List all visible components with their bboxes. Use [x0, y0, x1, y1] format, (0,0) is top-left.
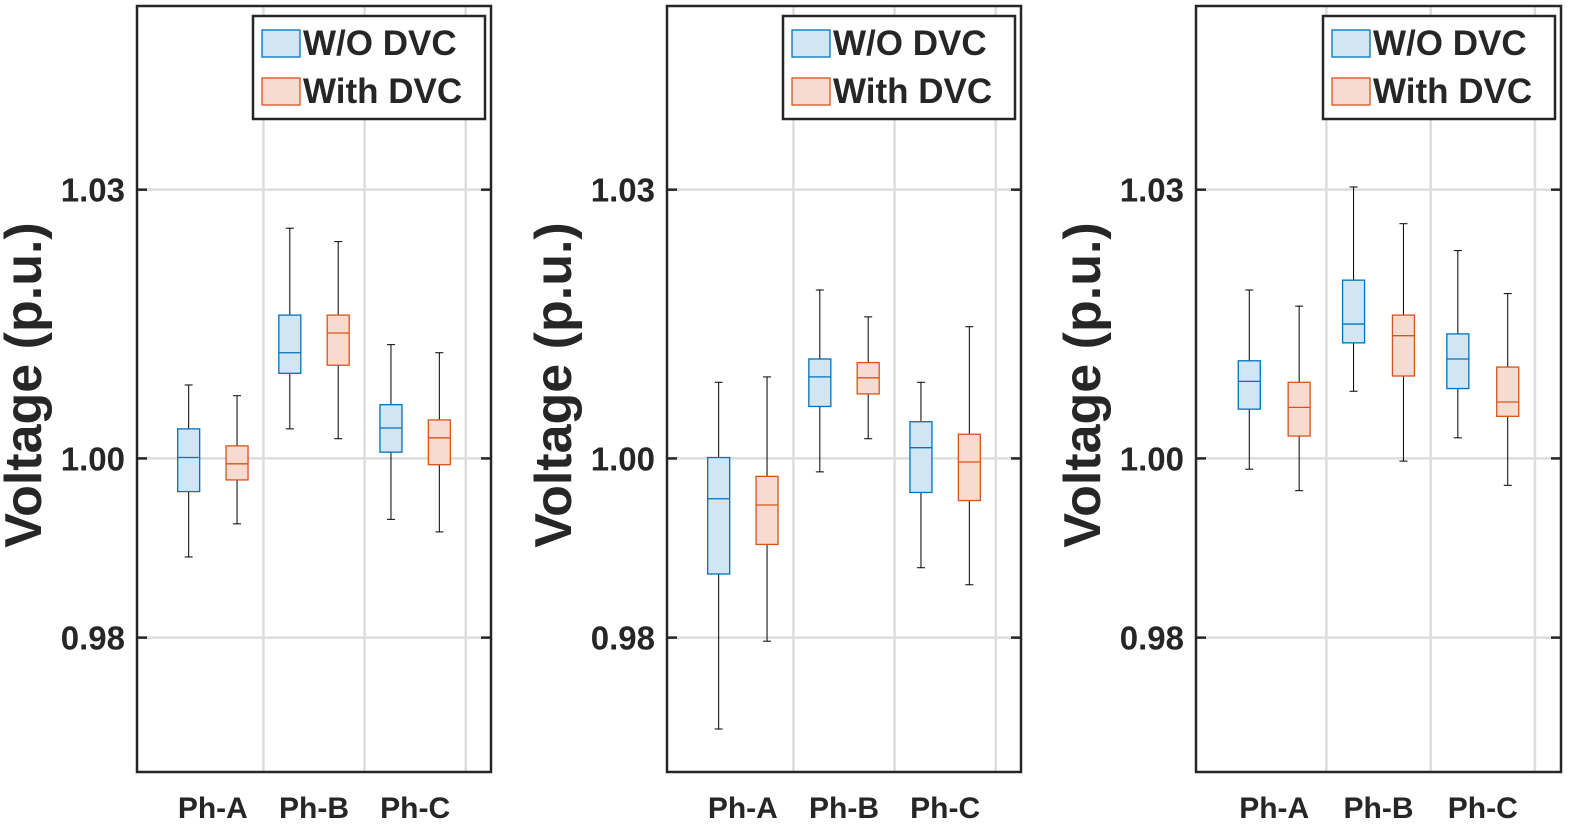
- iqr-box: [1496, 366, 1520, 417]
- box-w-o-dvcph-b: [278, 227, 302, 430]
- box-with-dvcph-a: [755, 376, 779, 642]
- chart-panel-1: 0.98 1.00 1.03 Ph-A Ph-B Ph-C Voltage (p.u.) W/…: [0, 4, 493, 825]
- x-tick-label: Ph-C: [1448, 792, 1518, 825]
- iqr-box: [909, 421, 933, 494]
- box-w-o-dvcph-c: [379, 344, 403, 520]
- iqr-box: [1287, 381, 1311, 437]
- x-tick-label: Ph-C: [380, 792, 450, 825]
- chart-panel-2: 0.98 1.00 1.03 Ph-A Ph-B Ph-C Voltage (p.u.) W/…: [525, 4, 1023, 825]
- box-with-dvcph-b: [326, 241, 350, 440]
- box-with-dvcph-c: [427, 352, 451, 533]
- legend-entry-label: W/O DVC: [303, 24, 457, 63]
- legend: W/O DVC With DVC: [781, 14, 1017, 121]
- x-tick-label: Ph-C: [910, 792, 980, 825]
- y-axis-label: Voltage (p.u.): [1054, 222, 1112, 547]
- axes-frame: [1194, 4, 1563, 774]
- y-tick-label: 1.03: [61, 172, 125, 209]
- x-tick-label: Ph-A: [178, 792, 248, 825]
- iqr-box: [1446, 333, 1470, 390]
- iqr-box: [957, 433, 981, 502]
- legend-swatch: [1331, 77, 1371, 106]
- legend: W/O DVC With DVC: [251, 14, 487, 121]
- iqr-box: [755, 475, 779, 546]
- box-with-dvcph-a: [1287, 305, 1311, 492]
- box-w-o-dvcph-a: [707, 381, 731, 730]
- box-w-o-dvcph-a: [1237, 289, 1261, 470]
- y-tick-label: 1.03: [1120, 172, 1184, 209]
- y-tick-label: 1.00: [1120, 440, 1184, 477]
- iqr-box: [1341, 279, 1366, 344]
- box-with-dvcph-c: [957, 326, 981, 586]
- legend-entry-label: With DVC: [833, 72, 992, 111]
- iqr-box: [808, 358, 832, 408]
- iqr-box: [177, 428, 201, 493]
- legend-swatch: [1331, 29, 1371, 58]
- box-w-o-dvcph-c: [1446, 250, 1470, 439]
- x-tick-label: Ph-B: [809, 792, 879, 825]
- x-tick-label: Ph-B: [279, 792, 349, 825]
- box-w-o-dvcph-a: [177, 384, 201, 558]
- iqr-box: [1237, 360, 1261, 410]
- y-axis-label: Voltage (p.u.): [525, 222, 583, 547]
- box-with-dvcph-b: [1391, 223, 1416, 462]
- y-tick-label: 1.03: [591, 172, 655, 209]
- box-with-dvcph-a: [225, 395, 249, 525]
- y-tick-label: 0.98: [591, 620, 655, 657]
- box-with-dvcph-c: [1496, 293, 1520, 486]
- y-tick-label: 1.00: [61, 440, 125, 477]
- box-with-dvcph-b: [856, 316, 880, 440]
- legend-entry-label: W/O DVC: [833, 24, 987, 63]
- y-tick-label: 1.00: [591, 440, 655, 477]
- x-tick-label: Ph-A: [708, 792, 778, 825]
- y-tick-label: 0.98: [1120, 620, 1184, 657]
- box-w-o-dvcph-b: [1341, 186, 1366, 392]
- axes-frame: [665, 4, 1023, 774]
- y-axis-label: Voltage (p.u.): [0, 222, 53, 547]
- legend: W/O DVC With DVC: [1321, 14, 1557, 121]
- iqr-box: [225, 445, 249, 481]
- legend-swatch: [261, 29, 301, 58]
- legend-swatch: [791, 77, 831, 106]
- iqr-box: [278, 314, 302, 374]
- iqr-box: [427, 419, 451, 466]
- x-tick-label: Ph-A: [1239, 792, 1309, 825]
- axes-frame: [135, 4, 493, 774]
- chart-panel-3: 0.98 1.00 1.03 Ph-A Ph-B Ph-C Voltage (p.u.) W/…: [1054, 4, 1563, 825]
- y-tick-label: 0.98: [61, 620, 125, 657]
- iqr-box: [1391, 314, 1416, 377]
- box-w-o-dvcph-b: [808, 289, 832, 473]
- x-tick-label: Ph-B: [1344, 792, 1414, 825]
- iqr-box: [326, 314, 350, 366]
- iqr-box: [707, 456, 731, 575]
- legend-swatch: [791, 29, 831, 58]
- legend-swatch: [261, 77, 301, 106]
- legend-entry-label: With DVC: [303, 72, 462, 111]
- box-w-o-dvcph-c: [909, 381, 933, 569]
- legend-entry-label: W/O DVC: [1373, 24, 1527, 63]
- legend-entry-label: With DVC: [1373, 72, 1532, 111]
